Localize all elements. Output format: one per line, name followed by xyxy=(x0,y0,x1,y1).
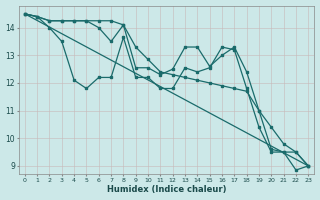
X-axis label: Humidex (Indice chaleur): Humidex (Indice chaleur) xyxy=(107,185,226,194)
